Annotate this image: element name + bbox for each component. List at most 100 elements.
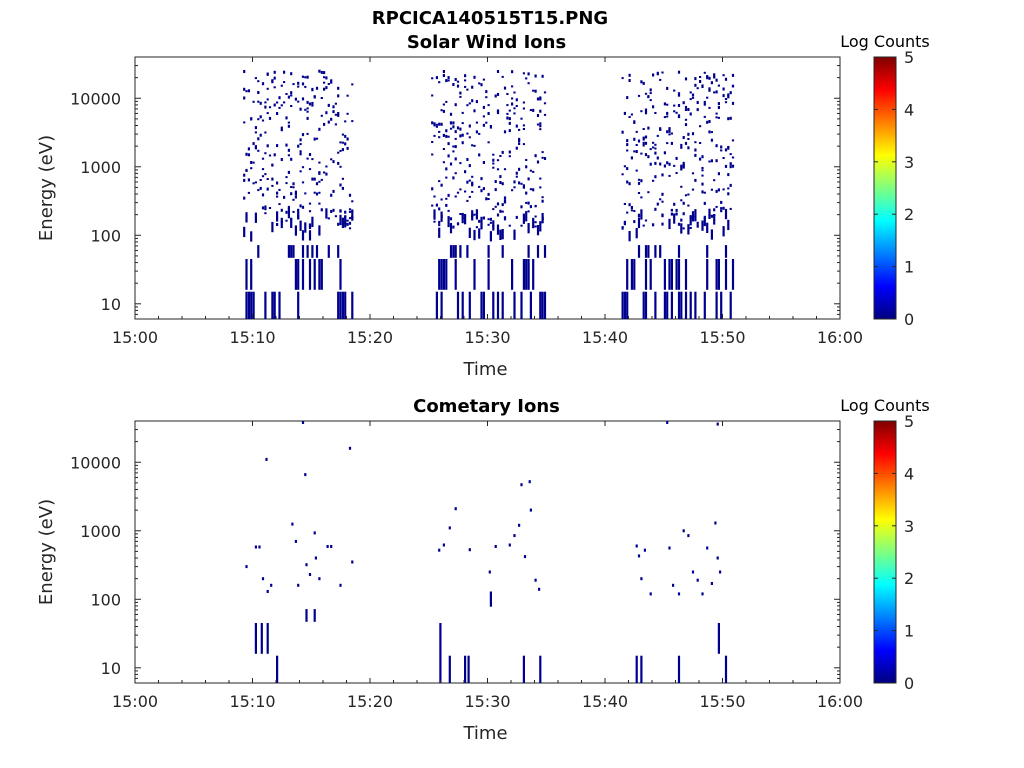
data-cell — [656, 202, 659, 206]
data-cell — [449, 217, 453, 221]
data-cell — [649, 259, 652, 290]
data-cell — [699, 125, 702, 128]
data-cell — [534, 74, 537, 78]
data-cell — [327, 83, 330, 85]
data-cell — [315, 192, 319, 196]
data-cell — [506, 93, 509, 95]
data-cell — [259, 115, 262, 119]
data-cell — [304, 473, 307, 477]
data-cell — [452, 225, 455, 229]
data-cell — [694, 77, 697, 81]
data-cell — [701, 86, 704, 88]
data-cell — [513, 186, 516, 189]
data-cell — [715, 259, 718, 290]
data-cell — [543, 245, 547, 258]
data-cell — [449, 112, 453, 116]
data-cell — [270, 583, 273, 587]
data-cell — [699, 80, 702, 83]
data-cell — [642, 137, 645, 141]
data-cell — [673, 202, 676, 206]
data-cell — [276, 181, 279, 185]
data-cell — [344, 291, 347, 319]
data-cell — [280, 208, 283, 212]
data-cell — [534, 578, 537, 582]
data-cell — [445, 176, 448, 179]
data-cell — [633, 150, 636, 153]
data-cell — [496, 109, 500, 113]
data-cell — [691, 93, 695, 97]
data-cell — [445, 129, 448, 133]
data-cell — [454, 507, 457, 511]
data-cell — [682, 164, 685, 168]
data-cell — [675, 259, 678, 290]
data-cell — [511, 85, 514, 88]
data-cell — [680, 143, 683, 146]
data-cell — [346, 137, 349, 141]
data-cell — [259, 179, 262, 181]
data-cell — [254, 623, 257, 654]
data-cell — [492, 220, 495, 231]
data-cell — [306, 157, 309, 160]
data-cell — [518, 181, 521, 185]
data-cell — [243, 87, 246, 91]
data-cell — [731, 259, 735, 290]
data-cell — [724, 148, 728, 152]
data-cell — [654, 143, 657, 146]
data-cell — [628, 116, 631, 118]
data-cell — [330, 158, 333, 161]
data-cell — [447, 79, 450, 82]
data-cell — [494, 188, 497, 192]
data-cell — [348, 227, 352, 230]
data-cell — [522, 143, 525, 146]
data-cell — [456, 80, 460, 83]
data-cell — [294, 97, 297, 101]
data-cell — [527, 72, 530, 76]
y-tick-label: 1000 — [80, 158, 121, 177]
data-cell — [297, 100, 300, 103]
data-cell — [488, 570, 491, 574]
data-cell — [696, 101, 699, 104]
data-cell — [706, 120, 709, 124]
data-cell — [706, 75, 709, 78]
data-cell — [330, 193, 333, 197]
data-cell — [489, 217, 492, 221]
data-cell — [508, 155, 511, 158]
data-cell — [654, 112, 657, 114]
data-cell — [675, 172, 678, 174]
data-cell — [635, 228, 638, 239]
data-cell — [431, 141, 434, 143]
data-cell — [680, 218, 683, 222]
data-cell — [339, 214, 342, 226]
data-cell — [278, 188, 281, 191]
data-cell — [482, 187, 485, 191]
data-cell — [301, 181, 305, 184]
data-cell — [716, 556, 719, 560]
x-tick-label: 15:30 — [464, 692, 510, 711]
data-cell — [278, 203, 281, 206]
data-cell — [485, 90, 488, 94]
data-cell — [254, 212, 257, 223]
data-cell — [708, 106, 711, 109]
data-cell — [276, 112, 279, 115]
data-cell — [719, 570, 722, 574]
data-cell — [633, 120, 636, 124]
data-cell — [294, 259, 297, 290]
data-cell — [247, 147, 250, 151]
data-cell — [257, 149, 260, 152]
data-cell — [515, 146, 518, 150]
data-cell — [691, 132, 695, 136]
data-cell — [339, 183, 342, 187]
data-cell — [532, 217, 535, 229]
data-cell — [724, 259, 728, 290]
data-cell — [496, 224, 500, 235]
data-cell — [475, 100, 478, 104]
data-cell — [323, 87, 326, 91]
data-cell — [492, 162, 495, 165]
data-cell — [297, 583, 300, 587]
data-cell — [522, 655, 525, 683]
data-cell — [466, 132, 469, 135]
data-cell — [687, 108, 690, 111]
data-cell — [717, 106, 720, 109]
data-cell — [494, 205, 497, 208]
data-cell — [480, 189, 483, 193]
